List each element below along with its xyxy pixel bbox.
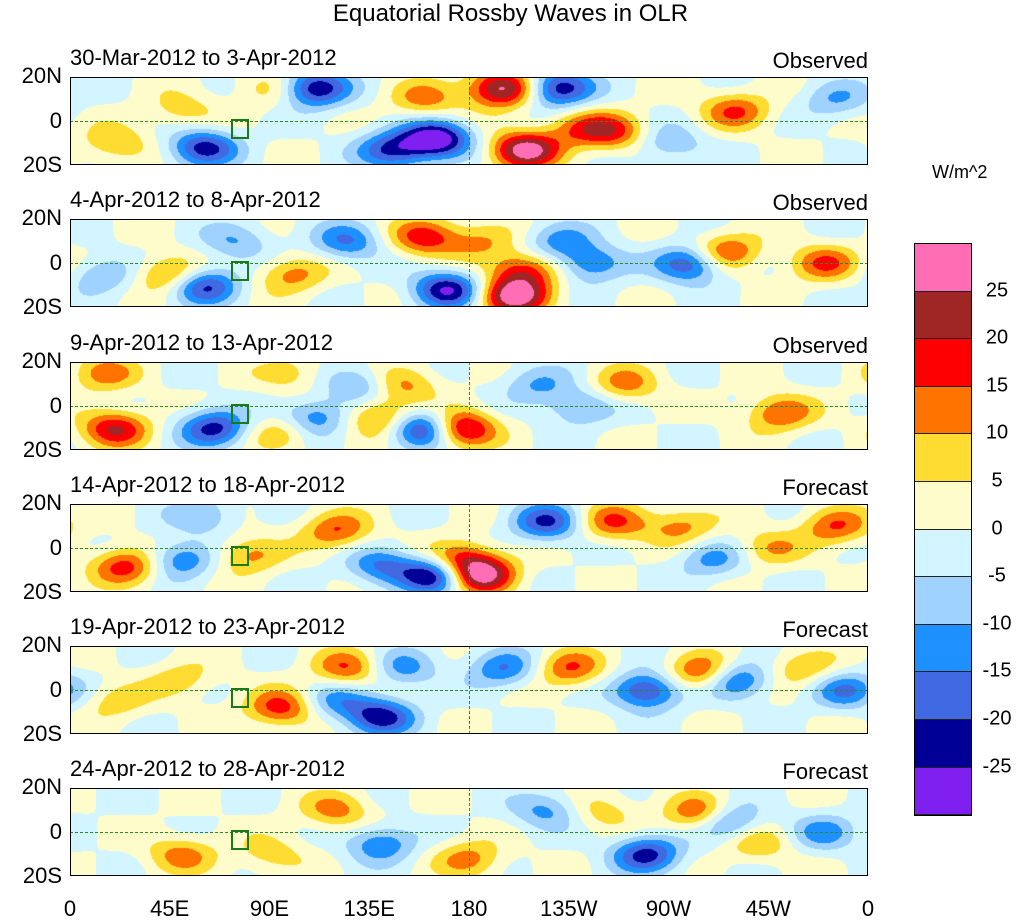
dateline	[469, 788, 470, 876]
figure-title: Equatorial Rossby Waves in OLR	[332, 0, 689, 27]
panel-type-label: Forecast	[782, 617, 868, 642]
dateline	[469, 219, 470, 307]
lat-label: 0	[49, 677, 62, 702]
lat-label: 20S	[22, 437, 62, 462]
colorbar-swatch	[915, 434, 971, 482]
map-frame	[70, 504, 868, 592]
colorbar-label: -20	[982, 707, 1012, 730]
panel-type-label: Forecast	[782, 475, 868, 500]
lat-label: 0	[49, 108, 62, 133]
lat-label: 0	[49, 535, 62, 560]
colorbar-swatch	[915, 577, 971, 625]
colorbar-swatch	[915, 624, 971, 673]
panel-type-label: Observed	[772, 190, 868, 215]
map-panel: 30-Mar-2012 to 3-Apr-2012 Observed 20N 0…	[22, 45, 868, 177]
map-frame	[70, 646, 868, 734]
colorbar-swatch	[915, 339, 971, 387]
colorbar-label: 0	[991, 517, 1003, 540]
panel-type-label: Forecast	[782, 759, 868, 784]
lat-label: 0	[49, 819, 62, 844]
colorbar-label: -10	[982, 612, 1012, 635]
map-panel: 4-Apr-2012 to 8-Apr-2012 Observed 20N 0 …	[22, 187, 868, 319]
colorbar-swatch	[915, 719, 971, 768]
lon-tick-label: 0	[861, 896, 875, 921]
lat-label: 0	[49, 250, 62, 275]
date-range: 24-Apr-2012 to 28-Apr-2012	[70, 756, 346, 781]
colorbar-label: 5	[991, 469, 1003, 492]
map-panel: 24-Apr-2012 to 28-Apr-2012 Forecast 20N …	[22, 756, 868, 888]
colorbar-label: -5	[988, 564, 1006, 587]
lon-tick-label: 135E	[343, 896, 395, 921]
region-box	[231, 261, 249, 281]
lat-label: 20N	[21, 348, 62, 373]
panel-type-label: Observed	[772, 48, 868, 73]
region-box	[231, 404, 249, 424]
colorbar-label: 10	[985, 421, 1009, 444]
region-box	[231, 119, 249, 139]
lon-tick-label: 135W	[540, 896, 598, 921]
lon-tick-label: 90E	[249, 896, 290, 921]
lon-tick-label: 180	[450, 896, 488, 921]
lat-label: 20N	[21, 63, 62, 88]
colorbar-label: 25	[985, 279, 1009, 302]
map-frame	[70, 362, 868, 450]
lat-label: 20S	[22, 863, 62, 888]
map-panel: 9-Apr-2012 to 13-Apr-2012 Observed 20N 0…	[22, 330, 868, 462]
region-box	[231, 830, 249, 850]
date-range: 30-Mar-2012 to 3-Apr-2012	[70, 45, 337, 70]
lat-label: 20S	[22, 579, 62, 604]
lat-label: 20N	[21, 490, 62, 515]
lon-tick-label: 45W	[745, 896, 791, 921]
lat-label: 20N	[21, 774, 62, 799]
colorbar-swatch	[915, 386, 971, 435]
colorbar-swatch	[915, 529, 971, 578]
map-frame	[70, 77, 868, 165]
dateline	[469, 504, 470, 592]
colorbar-swatch	[915, 767, 971, 816]
lat-label: 20N	[21, 632, 62, 657]
colorbar-swatch	[915, 481, 971, 530]
colorbar-label: -25	[982, 755, 1012, 778]
date-range: 14-Apr-2012 to 18-Apr-2012	[70, 472, 346, 497]
lat-label: 20S	[22, 294, 62, 319]
map-panel: 19-Apr-2012 to 23-Apr-2012 Forecast 20N …	[22, 614, 868, 746]
lat-label: 20S	[22, 152, 62, 177]
colorbar	[914, 243, 972, 817]
date-range: 9-Apr-2012 to 13-Apr-2012	[70, 330, 333, 355]
colorbar-label: -15	[982, 659, 1012, 682]
dateline	[469, 77, 470, 165]
colorbar-label: 15	[985, 374, 1009, 397]
lon-tick-label: 45E	[150, 896, 190, 921]
colorbar-swatch	[915, 244, 971, 292]
map-panel: 14-Apr-2012 to 18-Apr-2012 Forecast 20N …	[22, 472, 868, 604]
lon-tick-label: 90W	[645, 896, 692, 921]
lat-label: 20S	[22, 721, 62, 746]
lon-tick-label: 0	[63, 896, 77, 921]
colorbar-label: 20	[985, 326, 1009, 349]
region-box	[231, 688, 249, 708]
dateline	[469, 646, 470, 734]
map-frame	[70, 219, 868, 307]
dateline	[469, 362, 470, 450]
colorbar-unit: W/m^2	[932, 162, 988, 182]
lat-label: 20N	[21, 205, 62, 230]
map-frame	[70, 788, 868, 876]
panel-type-label: Observed	[772, 333, 868, 358]
lat-label: 0	[49, 393, 62, 418]
region-box	[231, 546, 249, 566]
colorbar-swatch	[915, 291, 971, 340]
date-range: 4-Apr-2012 to 8-Apr-2012	[70, 187, 321, 212]
date-range: 19-Apr-2012 to 23-Apr-2012	[70, 614, 346, 639]
colorbar-swatch	[915, 672, 971, 720]
